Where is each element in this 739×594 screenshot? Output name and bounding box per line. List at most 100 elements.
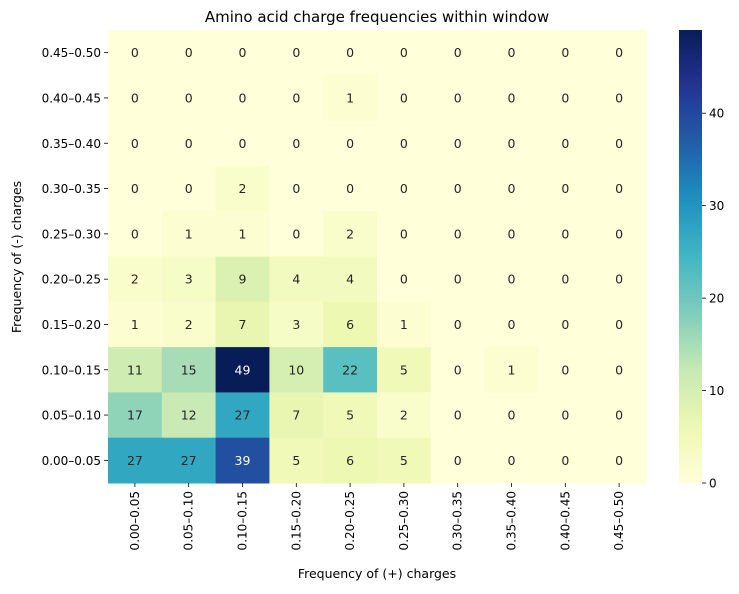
cell-value-label: 0 — [131, 181, 139, 196]
heatmap-cell — [108, 392, 163, 439]
cell-value-label: 0 — [561, 136, 569, 151]
x-axis: 0.00–0.05 0.05–0.10 0.10–0.15 0.15–0.20 0.20… — [128, 483, 626, 550]
heatmap-cell — [484, 392, 539, 439]
cell-value-label: 2 — [131, 272, 139, 287]
cell-value-label: 0 — [561, 226, 569, 241]
cell-value-label: 49 — [235, 362, 251, 377]
heatmap-cell — [215, 30, 270, 76]
cell-value-label: 0 — [508, 136, 516, 151]
heatmap-cell — [161, 120, 217, 167]
cell-value-label: 6 — [346, 453, 354, 468]
cell-value-label: 0 — [346, 136, 354, 151]
x-tick-label: 0.10–0.15 — [236, 491, 250, 550]
cell-value-label: 0 — [615, 362, 623, 377]
heatmap-cell — [161, 301, 217, 348]
cell-value-label: 27 — [127, 453, 143, 468]
heatmap-cell — [215, 437, 270, 484]
heatmap-cell — [161, 165, 217, 212]
cell-value-label: 0 — [615, 317, 623, 332]
heatmap-cell — [592, 211, 647, 257]
heatmap-cell — [377, 211, 432, 257]
heatmap-cell — [538, 211, 593, 257]
cell-value-label: 0 — [508, 226, 516, 241]
cell-value-label: 0 — [239, 136, 247, 151]
cell-value-label: 0 — [346, 181, 354, 196]
heatmap-cell — [215, 75, 270, 122]
heatmap-cell — [269, 165, 324, 212]
heatmap-cell — [538, 256, 593, 303]
cell-value-label: 1 — [346, 90, 354, 105]
cell-value-label: 1 — [131, 317, 139, 332]
cell-value-label: 0 — [185, 90, 193, 105]
heatmap-cell — [484, 437, 539, 484]
heatmap-cell — [269, 437, 324, 484]
cell-value-label: 0 — [615, 45, 623, 60]
heatmap-cell — [484, 120, 539, 167]
cell-value-label: 0 — [400, 90, 408, 105]
heatmap-cell — [430, 347, 486, 393]
cell-value-label: 3 — [185, 272, 193, 287]
cell-value-label: 0 — [400, 45, 408, 60]
cell-value-label: 0 — [454, 317, 462, 332]
cell-value-label: 0 — [508, 272, 516, 287]
heatmap-cell — [108, 301, 163, 348]
cell-value-label: 5 — [400, 362, 408, 377]
cell-value-label: 0 — [454, 136, 462, 151]
heatmap-cell — [484, 347, 539, 393]
cell-value-label: 15 — [181, 362, 197, 377]
cell-value-label: 0 — [454, 181, 462, 196]
heatmap-cell — [269, 211, 324, 257]
heatmap-cell — [215, 256, 270, 303]
cell-value-label: 10 — [288, 362, 304, 377]
x-tick-label: 0.40–0.45 — [558, 491, 572, 550]
heatmap-cell — [592, 301, 647, 348]
heatmap-cell — [592, 75, 647, 122]
cell-value-label: 17 — [127, 408, 143, 423]
x-axis-label: Frequency of (+) charges — [298, 566, 456, 581]
heatmap-cell — [430, 437, 486, 484]
heatmap-cell — [592, 437, 647, 484]
heatmap-cell — [161, 437, 217, 484]
x-tick-label: 0.20–0.25 — [343, 491, 357, 550]
heatmap-cell — [108, 437, 163, 484]
x-tick-label: 0.30–0.35 — [451, 491, 465, 550]
cell-value-label: 0 — [454, 362, 462, 377]
cell-value-label: 0 — [508, 45, 516, 60]
cell-value-label: 39 — [235, 453, 251, 468]
heatmap-cell — [377, 30, 432, 76]
heatmap-cell — [108, 347, 163, 393]
cell-value-label: 0 — [185, 136, 193, 151]
heatmap-cell — [161, 75, 217, 122]
cell-value-label: 5 — [346, 408, 354, 423]
cell-value-label: 0 — [185, 181, 193, 196]
cell-value-label: 2 — [185, 317, 193, 332]
heatmap-cell — [108, 30, 163, 76]
heatmap-cell — [592, 165, 647, 212]
heatmap-cell — [430, 211, 486, 257]
cell-value-label: 4 — [292, 272, 300, 287]
x-tick-label: 0.05–0.10 — [182, 491, 196, 550]
heatmap-cell — [377, 120, 432, 167]
cell-value-label: 0 — [615, 136, 623, 151]
colorbar-tick-label: 40 — [709, 107, 724, 121]
heatmap-cell — [592, 30, 647, 76]
colorbar: 0 10 20 30 40 — [679, 30, 724, 491]
heatmap-cell — [161, 347, 217, 393]
heatmap-cell — [377, 256, 432, 303]
cell-value-label: 0 — [508, 317, 516, 332]
heatmap-cell — [592, 392, 647, 439]
heatmap-cell — [538, 392, 593, 439]
cell-value-label: 0 — [239, 90, 247, 105]
heatmap-cell — [215, 120, 270, 167]
heatmap-cell — [215, 165, 270, 212]
y-tick-label: 0.10–0.15 — [42, 363, 101, 377]
y-tick-label: 0.05–0.10 — [42, 409, 101, 423]
cell-value-label: 0 — [615, 226, 623, 241]
cell-value-label: 0 — [615, 272, 623, 287]
chart-title: Amino acid charge frequencies within win… — [205, 8, 549, 26]
cell-value-label: 0 — [185, 45, 193, 60]
cell-value-label: 0 — [454, 226, 462, 241]
y-tick-label: 0.35–0.40 — [42, 137, 101, 151]
heatmap-cell — [538, 75, 593, 122]
